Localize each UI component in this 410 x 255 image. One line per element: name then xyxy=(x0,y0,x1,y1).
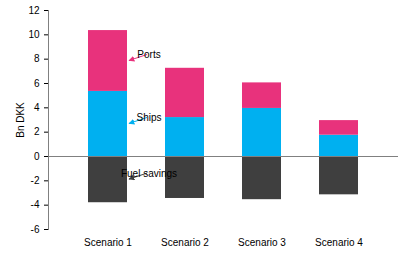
svg-text:Fuel savings: Fuel savings xyxy=(121,168,177,179)
svg-text:Ports: Ports xyxy=(137,49,160,60)
svg-text:12: 12 xyxy=(28,5,40,16)
svg-text:4: 4 xyxy=(34,102,40,113)
svg-text:Ships: Ships xyxy=(136,112,161,123)
svg-text:-2: -2 xyxy=(31,175,40,186)
svg-text:0: 0 xyxy=(34,151,40,162)
svg-text:Scenario 4: Scenario 4 xyxy=(315,237,363,248)
svg-text:Bn DKK: Bn DKK xyxy=(15,102,26,138)
svg-text:Scenario 2: Scenario 2 xyxy=(161,237,209,248)
svg-text:2: 2 xyxy=(34,126,40,137)
svg-text:8: 8 xyxy=(34,53,40,64)
svg-text:10: 10 xyxy=(28,29,40,40)
svg-text:6: 6 xyxy=(34,78,40,89)
svg-text:Scenario 1: Scenario 1 xyxy=(84,237,132,248)
svg-text:-6: -6 xyxy=(31,224,40,235)
svg-text:Scenario 3: Scenario 3 xyxy=(238,237,286,248)
svg-text:-4: -4 xyxy=(31,199,40,210)
